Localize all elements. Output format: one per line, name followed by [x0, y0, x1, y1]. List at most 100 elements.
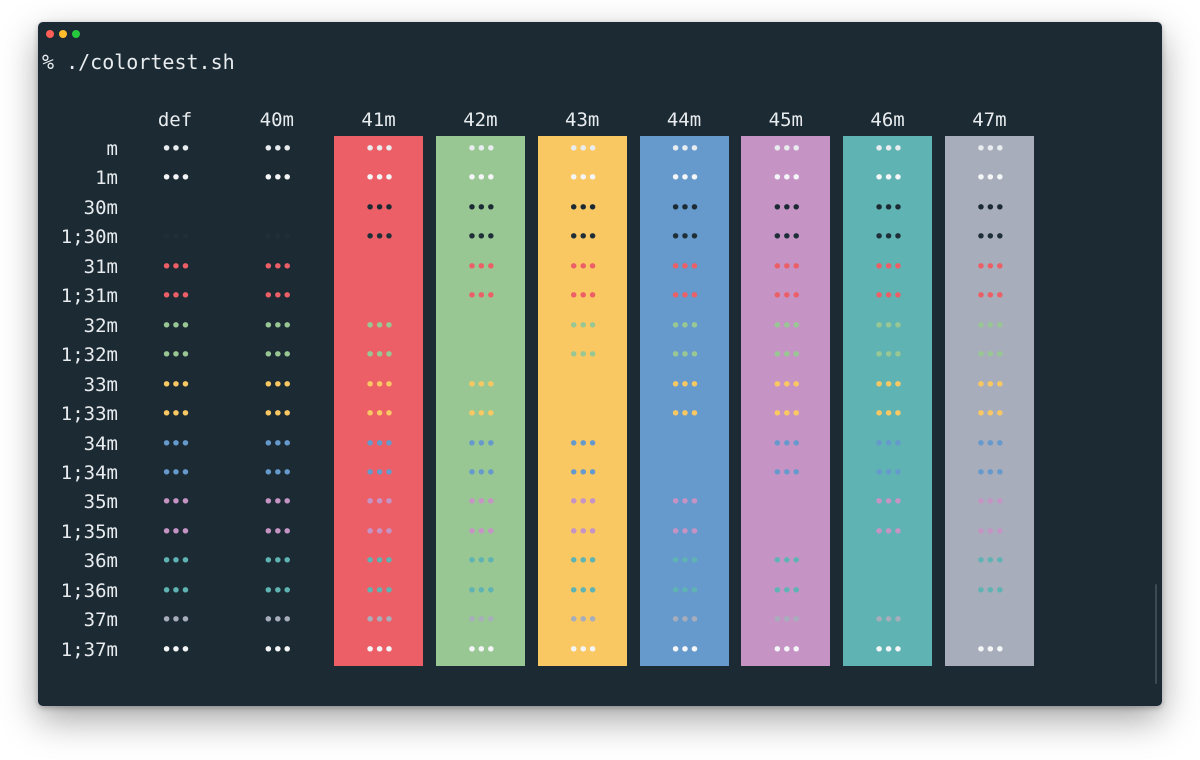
color-sample-cell: ••• [669, 579, 700, 602]
color-sample-cell: ••• [975, 344, 1005, 367]
color-sample-cell: ••• [262, 638, 293, 661]
color-sample-cell: ••• [873, 373, 903, 396]
color-sample-cell: ••• [771, 609, 802, 632]
row-label: 36m [83, 550, 118, 573]
color-sample-cell: ••• [771, 314, 802, 337]
color-sample-cell: ••• [669, 196, 700, 219]
color-sample-cell: ••• [262, 550, 293, 573]
color-sample-cell: ••• [771, 638, 802, 661]
bg-color-column-47m [944, 136, 1034, 666]
color-sample-cell: ••• [771, 167, 802, 190]
color-sample-cell: ••• [873, 403, 903, 426]
color-sample-cell: ••• [873, 432, 903, 455]
row-label: 1;32m [60, 344, 118, 367]
color-sample-cell: ••• [873, 314, 903, 337]
color-sample-cell: ••• [160, 255, 191, 278]
row-label: 35m [83, 491, 118, 514]
color-sample-cell: ••• [669, 167, 700, 190]
color-sample-cell: ••• [771, 226, 802, 249]
color-sample-cell: ••• [975, 461, 1005, 484]
color-sample-cell: ••• [160, 226, 191, 249]
color-sample-cell: ••• [364, 196, 394, 219]
color-sample-cell: ••• [975, 226, 1005, 249]
color-sample-cell: ••• [568, 226, 598, 249]
color-sample-cell: ••• [975, 196, 1005, 219]
color-sample-cell: ••• [873, 138, 903, 160]
color-sample-cell: ••• [669, 373, 700, 396]
color-sample-cell: ••• [975, 285, 1005, 308]
color-sample-cell: ••• [568, 314, 598, 337]
color-sample-cell: ••• [466, 638, 496, 661]
color-sample-cell: ••• [466, 579, 496, 602]
color-sample-cell: ••• [771, 138, 802, 160]
color-sample-cell: ••• [568, 520, 598, 543]
color-sample-cell: ••• [771, 579, 802, 602]
color-sample-cell: ••• [669, 461, 700, 484]
column-header: def [157, 109, 193, 131]
row-label: 1;37m [60, 638, 118, 661]
column-header: 47m [972, 109, 1007, 131]
color-sample-cell: ••• [466, 344, 496, 367]
row-label: m [106, 138, 118, 160]
minimize-window-icon[interactable] [59, 30, 67, 38]
color-sample-cell: ••• [364, 138, 394, 160]
color-sample-cell: ••• [466, 196, 496, 219]
color-sample-cell: ••• [364, 403, 394, 426]
color-sample-cell: ••• [466, 461, 496, 484]
column-header: 41m [361, 109, 396, 131]
color-sample-cell: ••• [160, 609, 191, 632]
color-sample-cell: ••• [160, 138, 191, 160]
color-sample-cell: ••• [873, 344, 903, 367]
color-sample-cell: ••• [262, 167, 293, 190]
color-sample-cell: ••• [160, 638, 191, 661]
color-sample-cell: ••• [466, 285, 496, 308]
color-sample-cell: ••• [669, 403, 700, 426]
color-sample-cell: ••• [873, 196, 903, 219]
color-sample-cell: ••• [975, 491, 1005, 514]
close-window-icon[interactable] [46, 30, 54, 38]
row-label: 31m [83, 255, 118, 278]
color-sample-cell: ••• [364, 491, 394, 514]
color-sample-cell: ••• [873, 285, 903, 308]
color-sample-cell: ••• [669, 638, 700, 661]
color-sample-cell: ••• [975, 403, 1005, 426]
color-sample-cell: ••• [160, 550, 191, 573]
color-sample-cell: ••• [364, 432, 394, 455]
color-sample-cell: ••• [160, 461, 191, 484]
color-sample-cell: ••• [669, 255, 700, 278]
color-sample-cell: ••• [669, 226, 700, 249]
color-sample-cell: ••• [466, 403, 496, 426]
row-label: 37m [83, 609, 118, 632]
color-sample-cell: ••• [466, 138, 496, 160]
terminal-window[interactable]: % ./colortest.sh def 40m 41m 42m 43m 44m 45m 46… [38, 22, 1162, 706]
color-sample-cell: ••• [568, 550, 598, 573]
bg-color-column-43m [537, 136, 627, 666]
color-sample-cell: ••• [873, 520, 903, 543]
row-label: 33m [83, 373, 118, 396]
bg-color-column-44m [639, 136, 729, 666]
row-label: 1;36m [60, 579, 118, 602]
color-sample-cell: ••• [771, 432, 802, 455]
color-sample-cell: ••• [160, 167, 191, 190]
color-sample-cell: ••• [364, 255, 394, 278]
color-sample-cell: ••• [160, 432, 191, 455]
column-header: 45m [768, 109, 803, 131]
row-label: 1;33m [60, 403, 118, 426]
color-sample-cell: ••• [364, 609, 394, 632]
color-sample-cell: ••• [466, 520, 496, 543]
color-sample-cell: ••• [975, 550, 1005, 573]
scrollbar-thumb[interactable] [1155, 584, 1157, 684]
color-sample-cell: ••• [262, 491, 293, 514]
zoom-window-icon[interactable] [72, 30, 80, 38]
color-sample-cell: ••• [975, 138, 1005, 160]
color-sample-cell: ••• [669, 432, 700, 455]
column-header: 40m [259, 109, 294, 131]
color-sample-cell: ••• [771, 285, 802, 308]
row-label: 1;34m [60, 461, 118, 484]
color-sample-cell: ••• [262, 344, 293, 367]
color-sample-cell: ••• [466, 432, 496, 455]
color-sample-cell: ••• [364, 285, 394, 308]
color-sample-cell: ••• [160, 344, 191, 367]
color-sample-cell: ••• [771, 491, 802, 514]
color-sample-cell: ••• [975, 167, 1005, 190]
